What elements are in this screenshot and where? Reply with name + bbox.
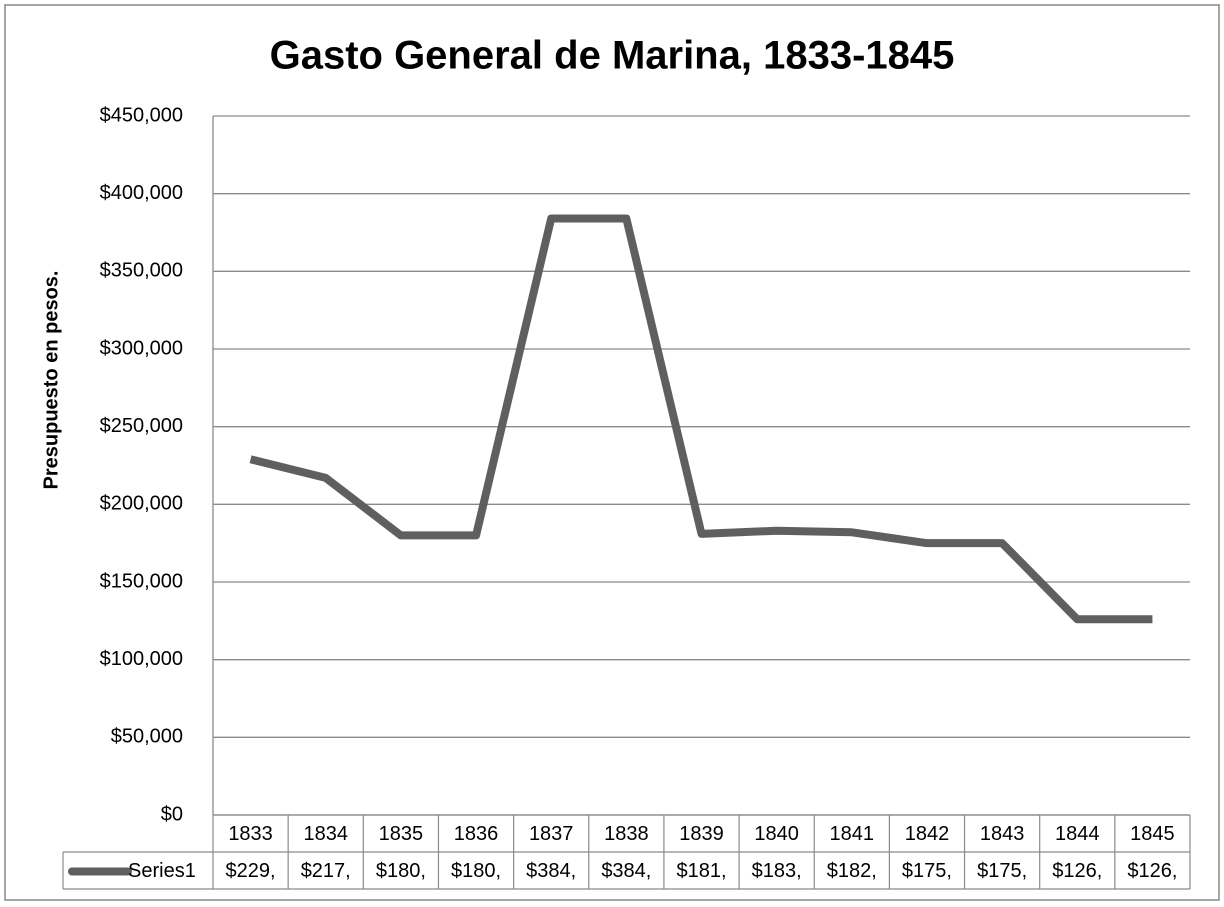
chart-border [4, 4, 1220, 901]
x-tick-label: 1834 [303, 823, 348, 845]
y-tick-label: $150,000 [100, 570, 183, 592]
data-table-value: $180, [451, 860, 501, 882]
y-tick-label: $0 [161, 803, 183, 825]
y-tick-label: $400,000 [100, 182, 183, 204]
data-table-value: $181, [676, 860, 726, 882]
data-table-value: $217, [301, 860, 351, 882]
x-tick-label: 1843 [980, 823, 1025, 845]
y-tick-label: $50,000 [111, 726, 183, 748]
data-table-value: $384, [526, 860, 576, 882]
chart-title: Gasto General de Marina, 1833-1845 [270, 34, 955, 78]
data-table-value: $183, [752, 860, 802, 882]
data-table-value: $182, [827, 860, 877, 882]
y-tick-label: $350,000 [100, 260, 183, 282]
y-tick-label: $200,000 [100, 493, 183, 515]
y-tick-label: $100,000 [100, 648, 183, 670]
line-series [249, 214, 1153, 624]
x-tick-label: 1844 [1055, 823, 1100, 845]
x-tick-label: 1836 [454, 823, 499, 845]
y-tick-label: $300,000 [100, 337, 183, 359]
x-tick-label: 1837 [529, 823, 574, 845]
data-table-value: $229, [226, 860, 276, 882]
x-tick-label: 1841 [830, 823, 875, 845]
x-tick-label: 1842 [905, 823, 950, 845]
x-tick-label: 1833 [228, 823, 273, 845]
y-tick-label: $450,000 [100, 104, 183, 126]
data-table-value: $384, [601, 860, 651, 882]
x-tick-label: 1839 [679, 823, 724, 845]
x-tick-label: 1835 [379, 823, 424, 845]
data-table-value: $175, [902, 860, 952, 882]
data-table-value: $175, [977, 860, 1027, 882]
legend-label: Series1 [128, 860, 196, 882]
x-tick-label: 1838 [604, 823, 649, 845]
data-table-value: $126, [1052, 860, 1102, 882]
x-tick-label: 1840 [754, 823, 799, 845]
x-tick-label: 1845 [1130, 823, 1175, 845]
data-table-value: $126, [1127, 860, 1177, 882]
y-axis-title: Presupuesto en pesos. [40, 271, 62, 490]
y-tick-label: $250,000 [100, 415, 183, 437]
data-table-value: $180, [376, 860, 426, 882]
